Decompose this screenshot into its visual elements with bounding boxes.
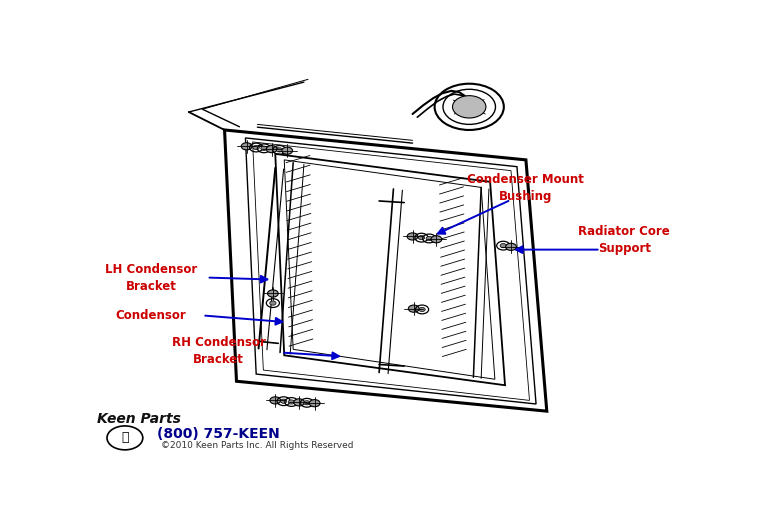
Circle shape bbox=[241, 143, 252, 150]
Circle shape bbox=[303, 401, 310, 405]
Circle shape bbox=[431, 236, 442, 243]
Circle shape bbox=[419, 307, 425, 311]
Text: Condenser Mount
Bushing: Condenser Mount Bushing bbox=[467, 173, 584, 203]
Circle shape bbox=[506, 243, 517, 250]
Text: 🚗: 🚗 bbox=[121, 431, 129, 444]
Text: RH Condensor
Bracket: RH Condensor Bracket bbox=[172, 336, 266, 366]
Circle shape bbox=[408, 305, 419, 312]
Circle shape bbox=[282, 147, 293, 154]
Text: LH Condensor
Bracket: LH Condensor Bracket bbox=[105, 263, 197, 293]
Circle shape bbox=[418, 236, 424, 240]
Circle shape bbox=[500, 243, 507, 248]
Circle shape bbox=[276, 148, 283, 152]
Circle shape bbox=[294, 399, 304, 406]
Circle shape bbox=[407, 233, 418, 240]
Circle shape bbox=[270, 301, 276, 305]
Text: Condensor: Condensor bbox=[116, 309, 186, 322]
Text: (800) 757-KEEN: (800) 757-KEEN bbox=[157, 427, 280, 441]
Circle shape bbox=[310, 399, 320, 407]
Text: ©2010 Keen Parts Inc. All Rights Reserved: ©2010 Keen Parts Inc. All Rights Reserve… bbox=[161, 441, 353, 450]
Text: Radiator Core
Support: Radiator Core Support bbox=[578, 225, 670, 255]
Circle shape bbox=[261, 146, 267, 150]
Circle shape bbox=[426, 236, 433, 240]
Text: Keen Parts: Keen Parts bbox=[97, 412, 181, 426]
Circle shape bbox=[266, 146, 277, 153]
Circle shape bbox=[280, 399, 286, 404]
Circle shape bbox=[267, 290, 278, 297]
Circle shape bbox=[288, 400, 295, 404]
Circle shape bbox=[253, 146, 259, 150]
Circle shape bbox=[453, 96, 486, 118]
Circle shape bbox=[270, 397, 280, 404]
